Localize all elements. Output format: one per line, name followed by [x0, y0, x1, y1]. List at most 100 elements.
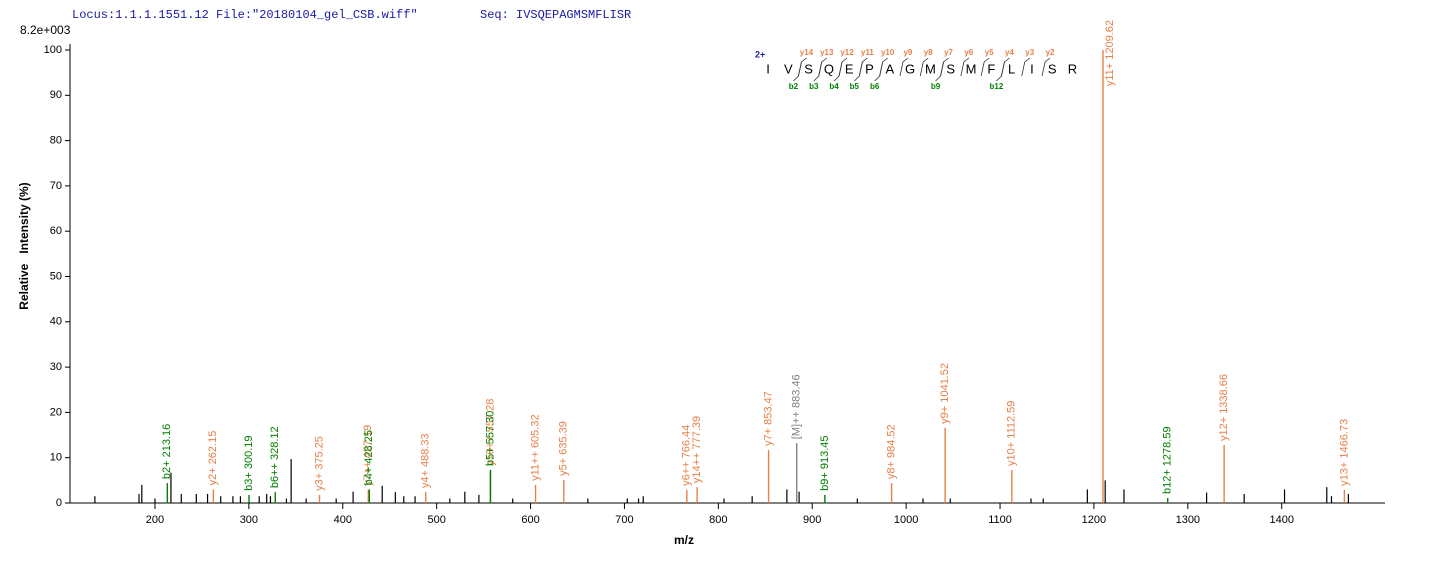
peak-label: b3+ 300.19: [243, 435, 255, 490]
y-ion-label: y2: [1046, 48, 1055, 57]
y-tick-label: 60: [50, 225, 62, 237]
peak-label: y6++ 766.44: [681, 425, 693, 486]
peak-label: y7++ 427.19: [362, 425, 374, 486]
peak-label: y7+ 853.47: [762, 391, 774, 446]
residue: S: [804, 61, 813, 76]
y-ion-label: y12: [840, 48, 854, 57]
x-tick-label: 1300: [1176, 514, 1200, 526]
peak-label: y10++ 557.28: [484, 399, 496, 466]
y-ion-label: y14: [800, 48, 814, 57]
residue: G: [905, 61, 915, 76]
b-ion-label: b6: [870, 82, 880, 91]
b-ion-mark: [833, 61, 843, 82]
x-tick-label: 400: [334, 514, 352, 526]
y-ion-mark: [919, 57, 929, 77]
y-tick-label: 70: [50, 180, 62, 192]
y-ion-label: y11: [861, 48, 874, 57]
peak-label: y10+ 1112.59: [1006, 401, 1018, 466]
peak-label: y11+ 1209.62: [1104, 20, 1116, 86]
peak-label: y5+ 635.39: [558, 421, 570, 476]
b-ion-mark: [813, 61, 823, 82]
x-tick-label: 300: [240, 514, 258, 526]
peak-label: b9+ 913.45: [819, 435, 831, 490]
y-ion-mark: [1041, 57, 1051, 77]
y-ion-mark: [899, 57, 909, 77]
peak-label: y14++ 777.39: [691, 416, 703, 483]
residue: I: [766, 61, 770, 76]
y-scale-label: 8.2e+003: [20, 23, 71, 37]
residue: M: [925, 61, 936, 76]
residue: L: [1008, 61, 1015, 76]
b-ion-label: b12: [990, 82, 1004, 91]
b-ion-mark: [793, 61, 802, 82]
peak-label: b4+ 428.25: [363, 430, 375, 485]
b-ion-mark: [996, 61, 1005, 82]
b-ion-mark: [874, 61, 884, 82]
residue: E: [845, 61, 854, 76]
residue: R: [1068, 61, 1077, 76]
peak-label: b2+ 213.16: [161, 424, 173, 479]
y-tick-label: 0: [56, 497, 62, 509]
residue: M: [966, 61, 977, 76]
residue: P: [865, 61, 874, 76]
b-ion-label: b4: [829, 82, 839, 91]
charge-label: 2+: [755, 49, 765, 59]
peak-label: b12+ 1278.59: [1162, 426, 1174, 494]
y-tick-label: 20: [50, 406, 62, 418]
residue: F: [987, 61, 995, 76]
b-ion-label: b3: [809, 82, 819, 91]
peak-label: y12+ 1338.66: [1218, 374, 1230, 441]
x-tick-label: 1400: [1269, 514, 1293, 526]
b-ion-label: b9: [931, 82, 941, 91]
y-ion-label: y8: [924, 48, 933, 57]
x-tick-label: 1100: [988, 514, 1012, 526]
peak-label: y2+ 262.15: [207, 431, 219, 486]
y-tick-label: 100: [44, 44, 62, 56]
peak-label: [M]++ 883.46: [791, 374, 803, 439]
peak-label: y3+ 375.25: [313, 436, 325, 491]
y-axis-label: Relative Intensity (%): [17, 182, 31, 309]
peak-label: y13+ 1466.73: [1338, 419, 1350, 486]
x-tick-label: 500: [427, 514, 445, 526]
header-locus: Locus:1.1.1.1551.12 File:"20180104_gel_C…: [72, 8, 418, 22]
residue: A: [885, 61, 894, 76]
y-ion-mark: [980, 57, 990, 77]
header-seq: Seq: IVSQEPAGMSMFLISR: [480, 8, 631, 22]
residue: S: [946, 61, 955, 76]
x-tick-label: 600: [521, 514, 539, 526]
x-tick-label: 1200: [1082, 514, 1106, 526]
residue: I: [1030, 61, 1034, 76]
residue: Q: [824, 61, 834, 76]
y-tick-label: 90: [50, 89, 62, 101]
x-tick-label: 700: [615, 514, 633, 526]
x-tick-label: 1000: [894, 514, 918, 526]
b-ion-mark: [854, 61, 863, 82]
b-ion-label: b5: [850, 82, 860, 91]
y-ion-label: y9: [903, 48, 912, 57]
y-tick-label: 30: [50, 361, 62, 373]
y-tick-label: 10: [50, 452, 62, 464]
y-tick-label: 50: [50, 270, 62, 282]
y-tick-label: 40: [50, 316, 62, 328]
y-ion-label: y3: [1025, 48, 1034, 57]
y-ion-label: y13: [820, 48, 834, 57]
peak-label: y11++ 605.32: [529, 414, 541, 480]
y-ion-label: y7: [944, 48, 953, 57]
y-ion-mark: [960, 57, 970, 77]
y-ion-label: y6: [964, 48, 973, 57]
x-tick-label: 200: [146, 514, 164, 526]
residue: S: [1048, 61, 1057, 76]
x-axis-label: m/z: [674, 533, 694, 547]
x-tick-label: 800: [709, 514, 727, 526]
y-ion-label: y4: [1005, 48, 1014, 57]
y-tick-label: 80: [50, 135, 62, 147]
peak-label: y9+ 1041.52: [939, 363, 951, 424]
peak-label: y4+ 488.33: [420, 433, 432, 488]
x-tick-label: 900: [803, 514, 821, 526]
y-ion-label: y10: [881, 48, 895, 57]
y-ion-mark: [1021, 57, 1030, 77]
peak-label: y8+ 984.52: [886, 424, 898, 479]
b-ion-mark: [935, 61, 944, 82]
residue: V: [784, 61, 793, 76]
